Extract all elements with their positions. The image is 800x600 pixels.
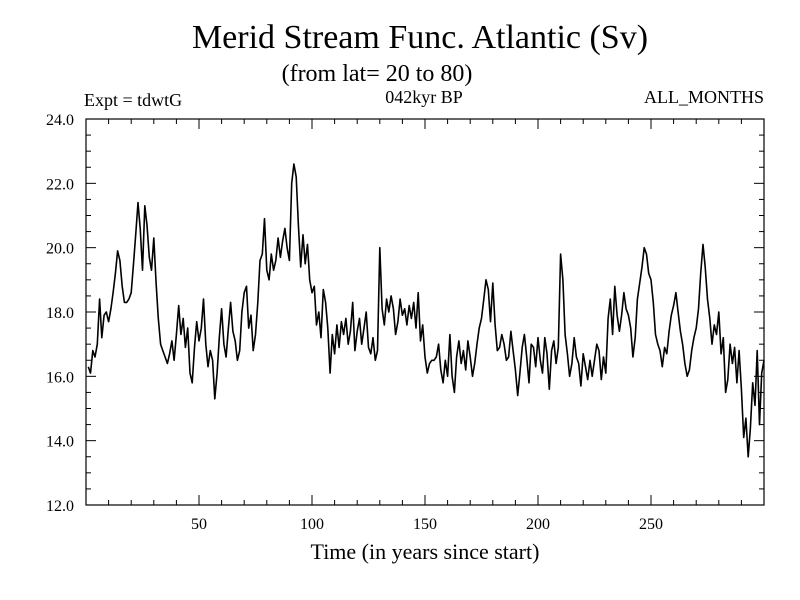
y-tick-label: 16.0 <box>46 369 74 386</box>
experiment-label: Expt = tdwtG <box>84 90 182 110</box>
plot-frame <box>85 118 765 506</box>
x-tick-label: 100 <box>300 516 324 533</box>
chart-subtitle: (from lat= 20 to 80) <box>282 61 473 87</box>
y-tick-label: 18.0 <box>46 305 74 322</box>
y-tick-label: 22.0 <box>46 176 74 193</box>
x-axis: 50 100 150 200 250 <box>108 119 742 533</box>
x-axis-label: Time (in years since start) <box>311 539 540 564</box>
y-tick-label: 20.0 <box>46 241 74 258</box>
period-label: 042kyr BP <box>385 87 463 107</box>
x-tick-label: 200 <box>526 516 550 533</box>
x-tick-label: 250 <box>639 516 663 533</box>
months-label: ALL_MONTHS <box>644 87 764 107</box>
data-series-line <box>87 163 765 458</box>
x-tick-label: 50 <box>191 516 207 533</box>
y-tick-label: 14.0 <box>46 434 74 451</box>
chart-title: Merid Stream Func. Atlantic (Sv) <box>192 19 648 56</box>
y-tick-label: 12.0 <box>46 498 74 515</box>
y-tick-label: 24.0 <box>46 112 74 129</box>
x-tick-label: 150 <box>413 516 437 533</box>
